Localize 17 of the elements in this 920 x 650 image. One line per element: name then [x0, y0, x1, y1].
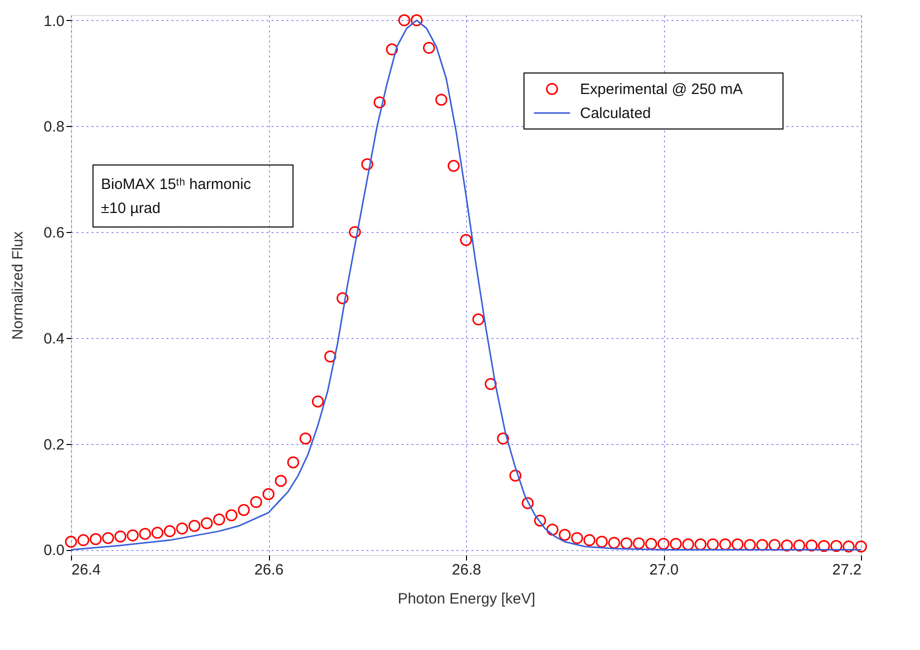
x-tick-label: 26.4: [72, 562, 101, 578]
y-tick-label: 0.0: [44, 542, 64, 560]
x-tick-label: 26.6: [254, 562, 284, 578]
legend-label: Calculated: [580, 105, 651, 122]
y-tick-label: 1.0: [44, 12, 64, 30]
y-tick-label: 0.6: [44, 224, 64, 242]
y-axis-title: Normalized Flux: [10, 230, 27, 340]
x-tick-label: 27.0: [649, 562, 679, 578]
y-tick-label: 0.2: [44, 436, 64, 454]
x-axis-title: Photon Energy [keV]: [398, 590, 536, 608]
y-tick-label: 0.4: [44, 330, 64, 348]
legend-label: Experimental @ 250 mA: [580, 81, 743, 98]
annotation: BioMAX 15ᵗʰ harmonic: [101, 176, 252, 193]
annotation: ±10 µrad: [101, 200, 160, 217]
y-tick-label: 0.8: [44, 118, 64, 136]
x-tick-label: 26.8: [452, 562, 482, 578]
x-tick-label: 27.2: [832, 562, 862, 578]
